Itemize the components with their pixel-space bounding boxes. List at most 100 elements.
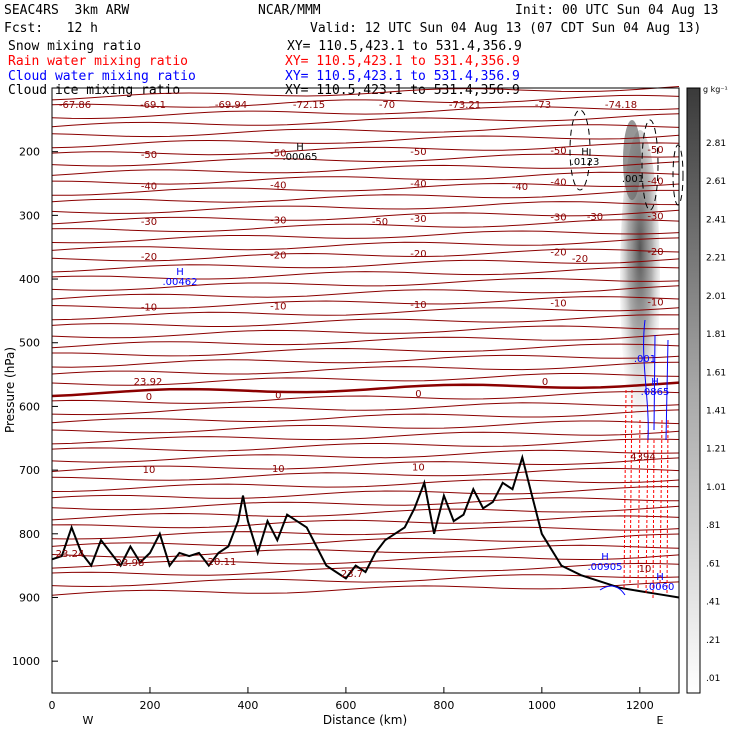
temperature-contour-line (51, 497, 680, 511)
y-tick-label: 800 (19, 528, 40, 541)
temperature-contour-line (51, 391, 680, 404)
temperature-level-label: 10 (272, 464, 285, 475)
temperature-level-label: -10 (270, 301, 286, 312)
colorbar-unit: g kg⁻¹ (703, 85, 728, 94)
colorbar: g kg⁻¹ 2.81 2.61 2.41 2.21 2.01 1.81 1.61 1.41 1… (686, 85, 728, 694)
temperature-top-label: -69.94 (215, 100, 247, 111)
temperature-level-label: 10 (143, 465, 156, 476)
temperature-contour-line (51, 189, 679, 203)
colorbar-label: .01 (706, 674, 720, 684)
temperature-contour-line (51, 106, 680, 120)
temperature-level-label: 0 (146, 392, 152, 403)
plot-frame (51, 87, 680, 694)
snow-mixing-shading (620, 120, 660, 430)
x-tick-label: 200 (139, 699, 160, 712)
axes: 0 200 400 600 800 1000 12002003004005006007008… (12, 146, 654, 712)
temperature-contour-line (51, 153, 680, 167)
temperature-contour-line (51, 219, 680, 233)
extremum-value: .001 (634, 354, 656, 365)
temperature-extra-label: -50 (372, 217, 388, 228)
temperature-contour-line (52, 343, 680, 357)
temperature-contour-line (51, 201, 680, 214)
extremum-value: .0060 (646, 582, 675, 593)
temperature-contour-line (51, 533, 680, 547)
y-axis-title: Pressure (hPa) (3, 347, 17, 433)
temperature-extra-label: 23.24 (56, 549, 85, 560)
temperature-level-label: -20 (550, 248, 566, 259)
temperature-contour-line (51, 486, 679, 499)
y-tick-label: 1000 (12, 655, 40, 668)
temperature-contours (51, 86, 680, 596)
temperature-contour-line (51, 505, 680, 521)
temperature-contour-line (51, 402, 680, 416)
extremum-value: .00905 (588, 562, 623, 573)
temperature-contour-line (51, 333, 680, 349)
temperature-level-label: -40 (550, 178, 566, 189)
temperature-contour-line (51, 142, 680, 156)
field-xy-cloud-water: XY= 110.5,423.1 to 531.4,356.9 (285, 69, 520, 84)
valid-time: Valid: 12 UTC Sun 04 Aug 13 (07 CDT Sun … (310, 21, 702, 36)
temperature-level-label: 0 (275, 391, 281, 402)
temperature-level-label: -20 (270, 251, 286, 262)
temperature-extra-label: -20 (572, 254, 588, 265)
y-tick-label: 600 (19, 400, 40, 413)
extremum-value: .0865 (641, 387, 670, 398)
cloud-water-contours (599, 319, 669, 596)
temperature-extra-label: 23.7 (341, 569, 363, 580)
temperature-level-label: -50 (410, 147, 426, 158)
temperature-top-label: -72.15 (293, 100, 325, 111)
temperature-level-label: -30 (647, 212, 663, 223)
extremum-marker: H (581, 147, 589, 158)
temperature-extra-label: -30 (587, 212, 603, 223)
temperature-contour-line (51, 237, 680, 251)
temperature-contour-line (51, 438, 680, 452)
temperature-extra-label: 4394 (630, 452, 655, 463)
temperature-extra-label: 10 (639, 564, 652, 575)
y-tick-label: 900 (19, 591, 40, 604)
temperature-top-label: -73.21 (449, 100, 481, 111)
colorbar-label: 2.21 (706, 254, 726, 264)
temperature-contour-line (51, 581, 680, 596)
y-tick-label: 300 (19, 209, 40, 222)
colorbar-label: 2.41 (706, 215, 726, 225)
x-tick-label: 0 (49, 699, 56, 712)
colorbar-label: 1.61 (706, 368, 726, 378)
x-axis-title: Distance (km) (323, 713, 407, 727)
temperature-contour-line (51, 134, 680, 149)
temperature-level-label: -40 (270, 180, 286, 191)
temperature-contour-line (51, 354, 680, 368)
y-tick-label: 500 (19, 337, 40, 350)
field-xy-cloud-ice: XY= 110.5,423.1 to 531.4,356.9 (285, 83, 520, 98)
temperature-extra-label: -40 (512, 182, 528, 193)
x-tick-label: 800 (433, 699, 454, 712)
field-xy-rain: XY= 110.5,423.1 to 531.4,356.9 (285, 54, 520, 69)
temperature-level-label: -10 (410, 300, 426, 311)
temperature-level-label: -20 (647, 247, 663, 258)
temperature-top-label: -69.1 (140, 100, 166, 111)
x-tick-label: 1200 (626, 699, 654, 712)
temperature-contour-line (51, 562, 680, 576)
y-tick-label: 200 (19, 146, 40, 159)
temperature-contour-line (51, 314, 680, 327)
temperature-contour-line (51, 171, 680, 185)
field-name-cloud-water: Cloud water mixing ratio (8, 69, 196, 84)
temperature-level-label: -30 (141, 217, 157, 228)
temperature-contour-line (51, 124, 680, 138)
colorbar-label: .21 (706, 636, 720, 646)
x-tick-label: 1000 (528, 699, 556, 712)
temperature-top-label: -67.86 (59, 100, 91, 111)
temperature-level-label: -20 (141, 252, 157, 263)
x-tick-label: 600 (335, 699, 356, 712)
temperature-extra-label: 0 (542, 377, 548, 388)
y-tick-label: 400 (19, 273, 40, 286)
temperature-contour-line (51, 467, 680, 481)
field-xy-snow: XY= 110.5,423.1 to 531.4,356.9 (287, 39, 522, 54)
colorbar-label: 1.41 (706, 407, 726, 417)
temperature-contour-line (51, 277, 680, 291)
temperature-level-label: -20 (410, 249, 426, 260)
extremum-marker: H (601, 552, 609, 563)
temperature-extra-label: 23.98 (116, 558, 145, 569)
temperature-contour-line (51, 94, 680, 108)
x-end-right: E (657, 714, 664, 727)
